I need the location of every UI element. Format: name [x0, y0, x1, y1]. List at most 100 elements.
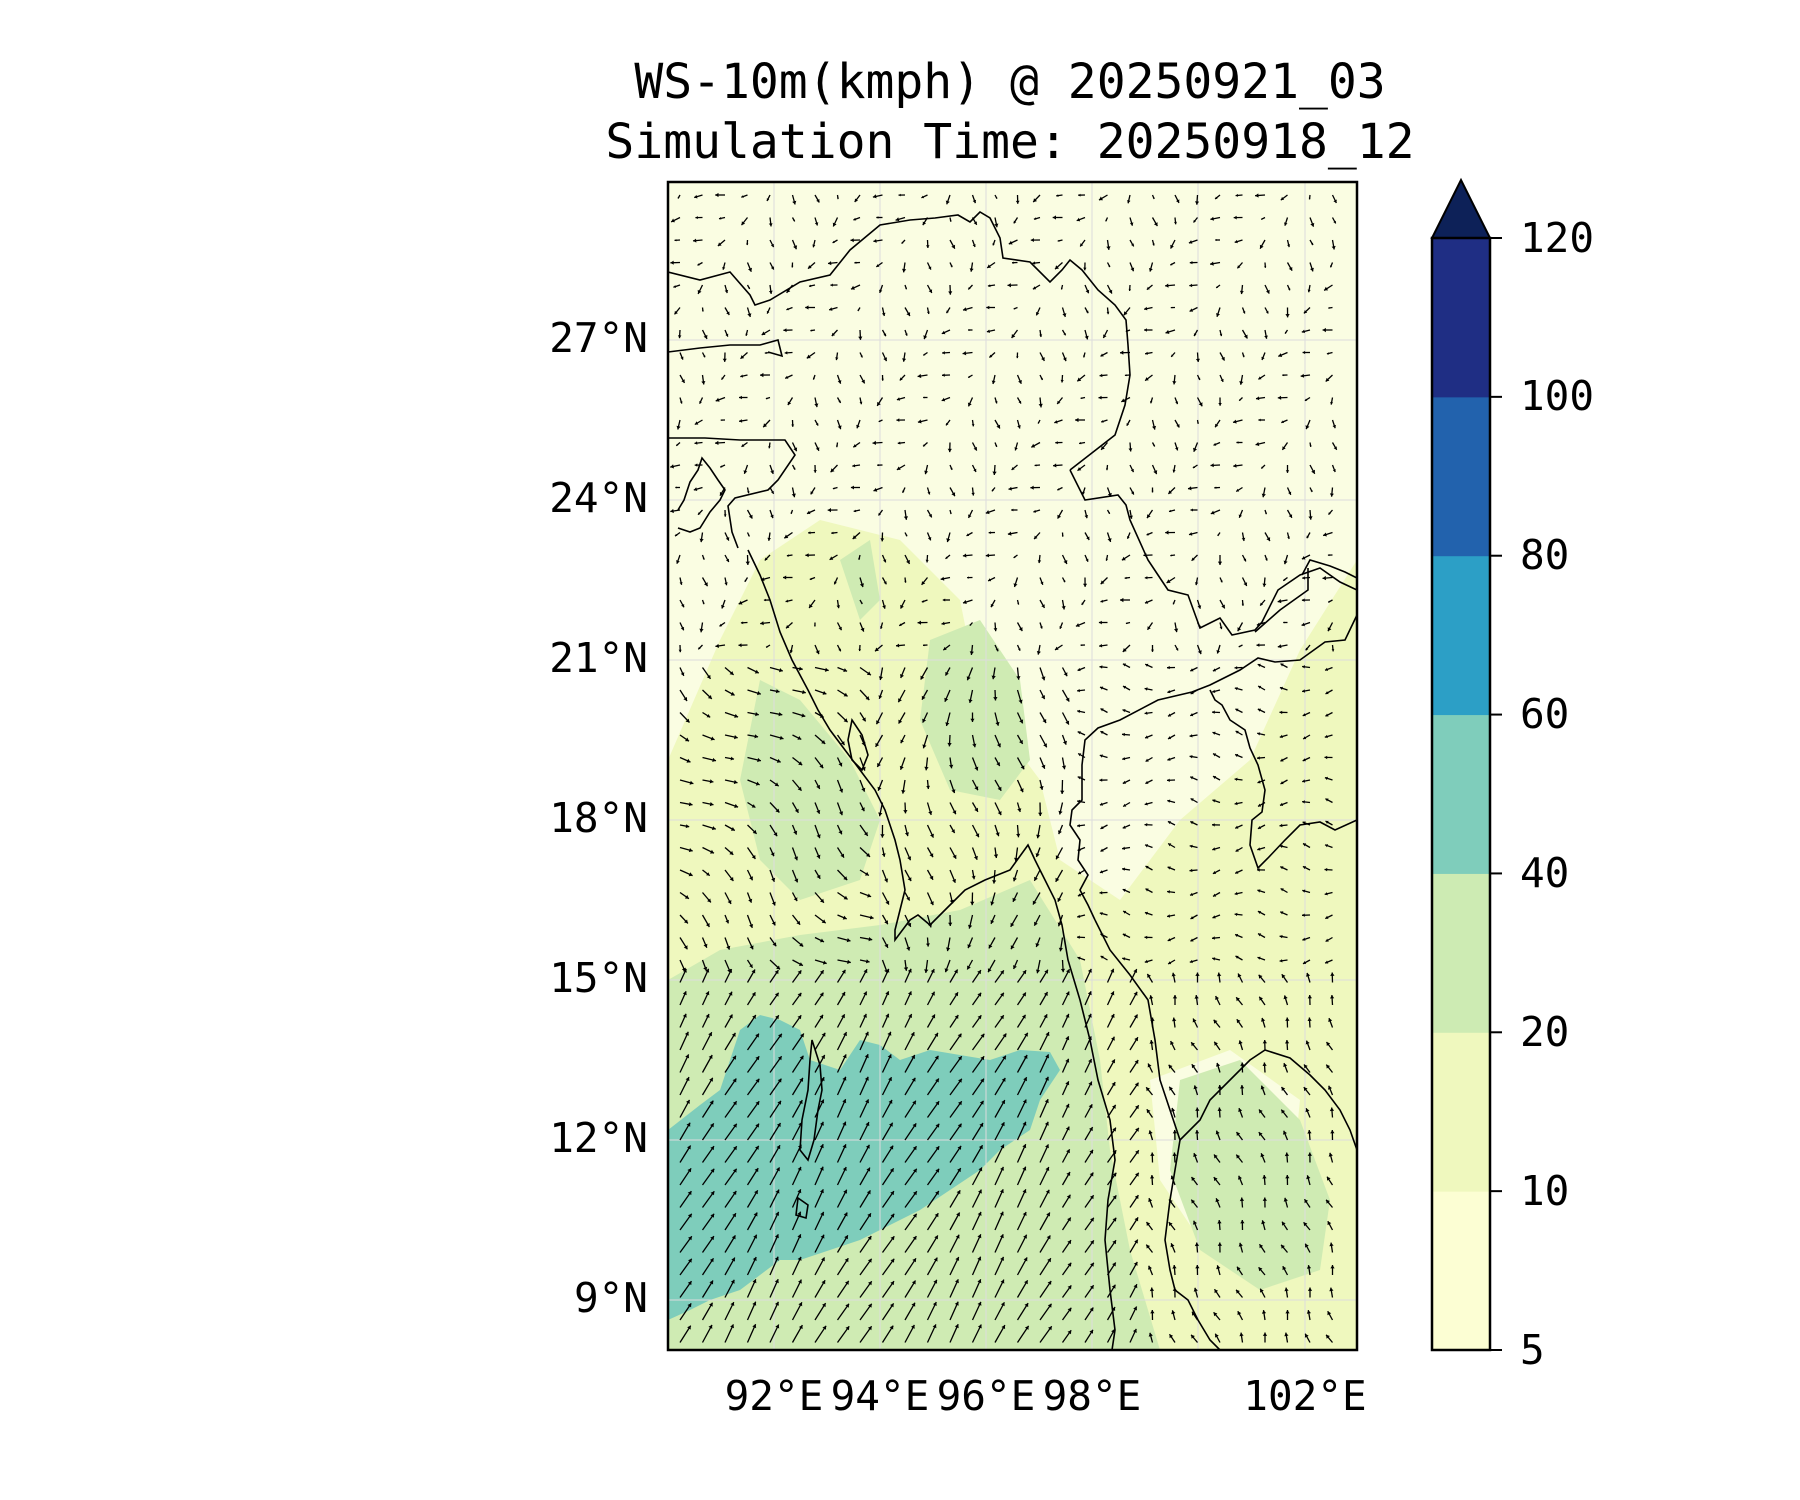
- wind-arrow-head: [924, 766, 929, 771]
- wind-arrow-head: [777, 1100, 781, 1105]
- wind-arrow-head: [815, 650, 820, 655]
- wind-arrow-head: [797, 1211, 802, 1216]
- wind-arrow-head: [1218, 403, 1222, 406]
- wind-arrow-head: [724, 289, 729, 294]
- wind-arrow-head: [752, 1279, 757, 1284]
- wind-arrow-head: [1262, 1332, 1268, 1336]
- wind-arrow-head: [837, 425, 842, 430]
- wind-arrow-head: [1238, 1108, 1243, 1112]
- wind-arrow-head: [1333, 199, 1337, 203]
- wind-arrow-head: [1128, 288, 1131, 291]
- wind-arrow-head: [1278, 353, 1283, 357]
- wind-arrow-head: [971, 875, 976, 880]
- wind-arrow-head: [1303, 1222, 1308, 1227]
- wind-arrow-head: [802, 689, 806, 695]
- wind-arrow-head: [820, 1121, 824, 1126]
- wind-arrow-head: [1257, 868, 1260, 872]
- wind-arrow-head: [681, 379, 685, 383]
- wind-arrow-head: [1243, 582, 1248, 586]
- wind-arrow-head: [1147, 973, 1151, 978]
- wind-arrow-head: [942, 598, 946, 602]
- wind-arrow-head: [1280, 866, 1284, 870]
- lat-tick-label: 21°N: [549, 634, 648, 682]
- wind-arrow: [1039, 1189, 1050, 1208]
- wind-arrow-head: [1016, 833, 1021, 838]
- wind-arrow-head: [927, 311, 930, 314]
- wind-arrow-head: [864, 831, 868, 836]
- wind-arrow-head: [1011, 334, 1016, 338]
- wind-arrow-head: [1189, 532, 1193, 536]
- wind-arrow-head: [867, 1213, 871, 1218]
- wind-arrow-head: [1283, 1063, 1288, 1067]
- wind-arrow-head: [902, 490, 905, 493]
- wind-arrow-head: [1307, 1287, 1313, 1291]
- wind-arrow-head: [1086, 536, 1090, 540]
- wind-arrow-head: [1130, 468, 1134, 473]
- wind-arrow-head: [675, 486, 677, 489]
- wind-arrow-head: [1217, 561, 1223, 565]
- wind-arrow-head: [683, 945, 688, 950]
- wind-arrow-head: [1172, 995, 1178, 999]
- wind-arrow-head: [1150, 1152, 1155, 1156]
- wind-arrow-head: [969, 624, 972, 626]
- wind-arrow-head: [1213, 776, 1217, 779]
- wind-arrow-head: [988, 531, 991, 534]
- wind-arrow-head: [684, 895, 689, 899]
- wind-arrow-head: [798, 1325, 803, 1330]
- wind-arrow-head: [1000, 1166, 1004, 1171]
- wind-arrow-head: [1122, 825, 1126, 829]
- wind-arrow-head: [905, 333, 908, 336]
- wind-arrow-head: [917, 620, 921, 625]
- wind-arrow-head: [819, 1189, 824, 1194]
- wind-arrow-head: [1129, 222, 1134, 226]
- wind-arrow-head: [1258, 1132, 1263, 1137]
- longitude-tick-labels: 92°E 94°E 96°E 98°E 102°E: [725, 1372, 1367, 1420]
- wind-arrow-head: [1176, 424, 1180, 428]
- wind-arrow-head: [1111, 1284, 1116, 1289]
- wind-arrow-head: [1240, 1062, 1245, 1066]
- wind-arrow-head: [883, 333, 887, 337]
- wind-arrow-head: [934, 1032, 938, 1037]
- wind-arrow-head: [709, 1077, 713, 1082]
- wind-arrow-head: [709, 1280, 714, 1285]
- map-area: [668, 182, 1357, 1350]
- wind-arrow-head: [1153, 222, 1158, 227]
- coastlines-borders: [668, 210, 1357, 1350]
- wind-arrow-head: [880, 834, 885, 838]
- wind-arrow-head: [1017, 808, 1022, 812]
- wind-arrow-head: [687, 1325, 691, 1330]
- wind-arrow-head: [838, 762, 843, 767]
- wind-arrow-head: [748, 287, 750, 289]
- wind-arrow-head: [1331, 245, 1336, 250]
- wind-arrow-head: [775, 1211, 779, 1216]
- wind-arrow-head: [972, 244, 976, 247]
- wind-arrow-head: [911, 1302, 916, 1307]
- wind-arrow-head: [926, 245, 930, 248]
- wind-arrow-head: [1241, 537, 1246, 541]
- wind-arrow-head: [1130, 267, 1135, 272]
- wind-arrow-head: [1145, 844, 1149, 848]
- wind-arrow-head: [932, 1324, 937, 1329]
- wind-arrow-head: [793, 830, 798, 835]
- wind-arrow-head: [850, 238, 854, 243]
- wind-arrow-head: [822, 690, 827, 695]
- wind-arrow-head: [793, 897, 798, 902]
- wind-arrow-head: [1033, 509, 1037, 513]
- wind-arrow-head: [1170, 306, 1173, 309]
- wind-arrow-head: [1112, 1240, 1116, 1245]
- wind-arrow-head: [1260, 602, 1263, 606]
- wind-arrow-head: [740, 374, 744, 378]
- wind-arrow-head: [1067, 1307, 1072, 1312]
- wind-arrow-head: [755, 1078, 760, 1083]
- wind-arrow-head: [1327, 1176, 1331, 1181]
- colorbar-label: 60: [1520, 690, 1569, 738]
- wind-arrow-head: [705, 968, 710, 973]
- wind-arrow-head: [865, 1144, 870, 1149]
- wind-arrow-head: [1058, 830, 1062, 835]
- wind-arrow-head: [1260, 1085, 1265, 1090]
- wind-arrow-head: [995, 445, 998, 447]
- wind-arrow-head: [1063, 672, 1068, 677]
- wind-arrow-head: [1189, 755, 1193, 759]
- wind-arrow-head: [863, 969, 868, 974]
- wind-arrow-head: [1325, 691, 1329, 695]
